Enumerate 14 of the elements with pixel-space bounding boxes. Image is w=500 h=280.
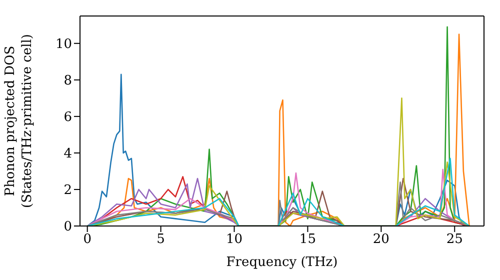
x-tick-label: 15 — [299, 232, 316, 248]
x-axis-title: Frequency (THz) — [226, 255, 338, 270]
y-tick-label: 4 — [64, 146, 72, 162]
y-tick-label: 0 — [64, 220, 72, 235]
x-tick-label: 10 — [226, 232, 243, 248]
y-tick-label: 8 — [64, 74, 72, 89]
y-tick-label: 6 — [64, 110, 72, 126]
y-tick-label: 10 — [55, 37, 72, 52]
x-tick-label: 0 — [83, 232, 92, 248]
y-tick-label: 2 — [64, 183, 72, 198]
x-tick-label: 25 — [446, 232, 463, 248]
x-tick-label: 20 — [372, 232, 390, 248]
y-axis-title: Phonon projected DOS (States/THz·primitive cell) — [3, 34, 35, 208]
x-tick-label: 5 — [156, 232, 165, 248]
